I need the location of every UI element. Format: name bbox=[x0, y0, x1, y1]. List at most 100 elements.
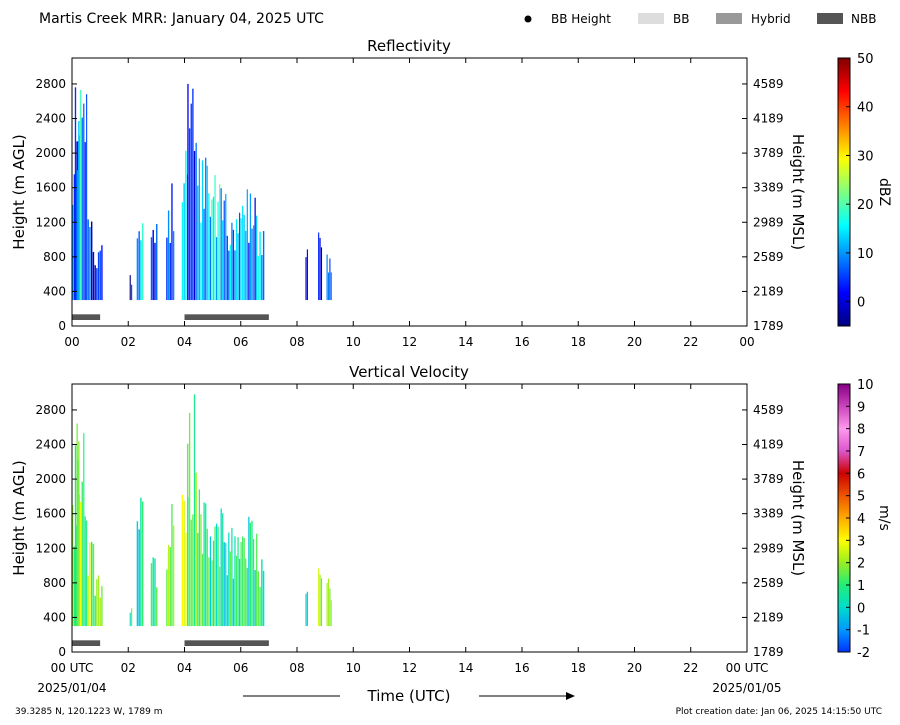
reflectivity-echo-strip bbox=[319, 237, 321, 301]
velocity-echo-strip bbox=[306, 591, 308, 627]
velocity-echo-strip bbox=[206, 528, 208, 627]
y-tick-label-right: 1789 bbox=[753, 319, 784, 333]
velocity-echo-strip bbox=[167, 544, 170, 627]
x-tick-label: 00 UTC bbox=[726, 661, 769, 675]
reflectivity-echo-strip bbox=[96, 268, 98, 301]
nbb-bar bbox=[184, 314, 269, 320]
velocity-echo-strip bbox=[232, 578, 235, 627]
velocity-echo-strip bbox=[249, 522, 252, 627]
velocity-echo-strip bbox=[217, 526, 219, 627]
velocity-echo-column bbox=[150, 557, 158, 627]
velocity-echo-strip bbox=[193, 394, 196, 627]
reflectivity-colorbar-label: dBZ bbox=[876, 178, 892, 206]
reflectivity-echo-strip bbox=[136, 238, 139, 301]
reflectivity-echo-strip bbox=[97, 252, 100, 301]
reflectivity-echo-layer bbox=[72, 83, 332, 301]
y-tick-label-right: 3789 bbox=[753, 146, 784, 160]
velocity-echo-strip bbox=[73, 546, 76, 627]
x-tick-label: 08 bbox=[289, 335, 304, 349]
reflectivity-echo-strip bbox=[156, 224, 158, 301]
velocity-x-ticks: 00 UTC 02 04 06 08 10 12 14 16 18 20 22 00 UTC bbox=[51, 384, 769, 675]
x-tick-label: 18 bbox=[571, 335, 586, 349]
velocity-colorbar-label: m/s bbox=[876, 505, 892, 531]
reflectivity-echo-strip bbox=[138, 231, 140, 301]
velocity-echo-strip bbox=[190, 519, 192, 627]
colorbar-tick-label: 2 bbox=[857, 557, 865, 572]
velocity-echo-column bbox=[83, 433, 88, 627]
reflectivity-echo-strip bbox=[198, 158, 201, 301]
reflectivity-colorbar-ticks: 0 10 20 30 40 50 bbox=[846, 52, 874, 311]
reflectivity-echo-strip bbox=[183, 183, 185, 301]
velocity-echo-strip bbox=[252, 538, 255, 627]
velocity-echo-column bbox=[326, 578, 332, 627]
velocity-echo-strip bbox=[235, 555, 238, 627]
y-tick-label-right: 2189 bbox=[753, 284, 784, 298]
reflectivity-echo-strip bbox=[329, 258, 331, 301]
velocity-echo-column bbox=[166, 503, 175, 627]
colorbar-tick-label: 8 bbox=[857, 423, 865, 438]
reflectivity-echo-strip bbox=[78, 121, 80, 301]
legend-bb-swatch bbox=[638, 13, 664, 24]
velocity-echo-strip bbox=[138, 529, 140, 627]
reflectivity-echo-strip bbox=[237, 233, 239, 301]
reflectivity-echo-strip bbox=[74, 87, 77, 301]
velocity-echo-strip bbox=[214, 526, 216, 627]
velocity-echo-strip bbox=[150, 563, 153, 627]
reflectivity-x-ticks: 00 02 04 06 08 10 12 14 16 18 20 22 00 bbox=[64, 58, 755, 349]
colorbar-tick-label: 0 bbox=[857, 296, 865, 311]
x-tick-label: 12 bbox=[402, 661, 417, 675]
velocity-echo-strip bbox=[83, 433, 85, 627]
reflectivity-echo-strip bbox=[193, 150, 196, 301]
reflectivity-echo-strip bbox=[205, 157, 207, 301]
reflectivity-echo-strip bbox=[326, 254, 328, 301]
velocity-echo-strip bbox=[99, 597, 101, 627]
velocity-echo-strip bbox=[254, 570, 256, 627]
velocity-echo-strip bbox=[195, 472, 197, 627]
reflectivity-echo-strip bbox=[251, 228, 253, 301]
velocity-title: Vertical Velocity bbox=[349, 363, 469, 381]
velocity-echo-strip bbox=[215, 523, 218, 627]
reflectivity-echo-strip bbox=[101, 245, 103, 301]
reflectivity-echo-strip bbox=[206, 165, 208, 301]
velocity-echo-layer bbox=[72, 394, 332, 627]
velocity-echo-strip bbox=[129, 612, 131, 627]
velocity-echo-strip bbox=[240, 541, 242, 627]
velocity-echo-strip bbox=[257, 571, 260, 627]
velocity-y-ticks-right: 1789 2189 2589 2989 3389 3789 4189 4589 bbox=[753, 403, 784, 659]
reflectivity-echo-column bbox=[129, 275, 133, 301]
x-tick-label: 20 bbox=[627, 335, 642, 349]
reflectivity-echo-strip bbox=[243, 214, 245, 301]
reflectivity-echo-column bbox=[83, 94, 88, 301]
x-tick-label: 18 bbox=[571, 661, 586, 675]
velocity-echo-strip bbox=[319, 574, 321, 627]
x-tick-label: 12 bbox=[402, 335, 417, 349]
velocity-echo-strip bbox=[96, 579, 98, 627]
velocity-panel: Vertical Velocity 0400800120016002000240… bbox=[10, 363, 892, 675]
reflectivity-panel: Reflectivity 040080012001600200024002800… bbox=[10, 37, 892, 349]
reflectivity-echo-strip bbox=[320, 247, 323, 301]
reflectivity-echo-strip bbox=[225, 194, 227, 301]
legend-nbb-label: NBB bbox=[851, 12, 876, 26]
reflectivity-echo-column bbox=[166, 183, 175, 301]
reflectivity-echo-column bbox=[318, 232, 323, 301]
reflectivity-echo-strip bbox=[238, 212, 241, 301]
x-tick-label: 04 bbox=[177, 661, 192, 675]
legend-bb-label: BB bbox=[673, 12, 689, 26]
reflectivity-echo-strip bbox=[215, 237, 218, 301]
velocity-echo-strip bbox=[203, 502, 205, 627]
velocity-echo-strip bbox=[226, 575, 228, 627]
velocity-echo-strip bbox=[201, 553, 204, 627]
reflectivity-echo-strip bbox=[226, 235, 228, 301]
velocity-echo-column bbox=[209, 508, 227, 627]
velocity-echo-strip bbox=[305, 593, 307, 627]
reflectivity-ylabel: Height (m AGL) bbox=[10, 134, 28, 249]
velocity-echo-strip bbox=[212, 540, 215, 627]
reflectivity-y-ticks: 0 400 800 1200 1600 2000 2400 2800 bbox=[35, 77, 747, 333]
velocity-echo-strip bbox=[205, 503, 207, 627]
reflectivity-ylabel-right: Height (m MSL) bbox=[789, 134, 807, 250]
reflectivity-echo-strip bbox=[262, 231, 265, 301]
reflectivity-echo-strip bbox=[73, 174, 76, 301]
reflectivity-echo-strip bbox=[79, 89, 82, 301]
reflectivity-echo-strip bbox=[242, 205, 244, 301]
